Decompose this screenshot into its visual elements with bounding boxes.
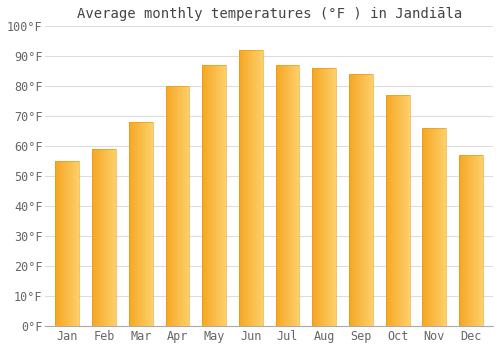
Bar: [129, 122, 152, 326]
Bar: [202, 65, 226, 326]
Bar: [422, 128, 446, 326]
Bar: [312, 68, 336, 326]
Bar: [239, 50, 263, 326]
Bar: [166, 86, 190, 326]
Bar: [92, 149, 116, 326]
Bar: [349, 74, 373, 326]
Title: Average monthly temperatures (°F ) in Jandiāla: Average monthly temperatures (°F ) in Ja…: [76, 7, 462, 21]
Bar: [56, 161, 80, 326]
Bar: [459, 155, 483, 326]
Bar: [276, 65, 299, 326]
Bar: [386, 95, 409, 326]
